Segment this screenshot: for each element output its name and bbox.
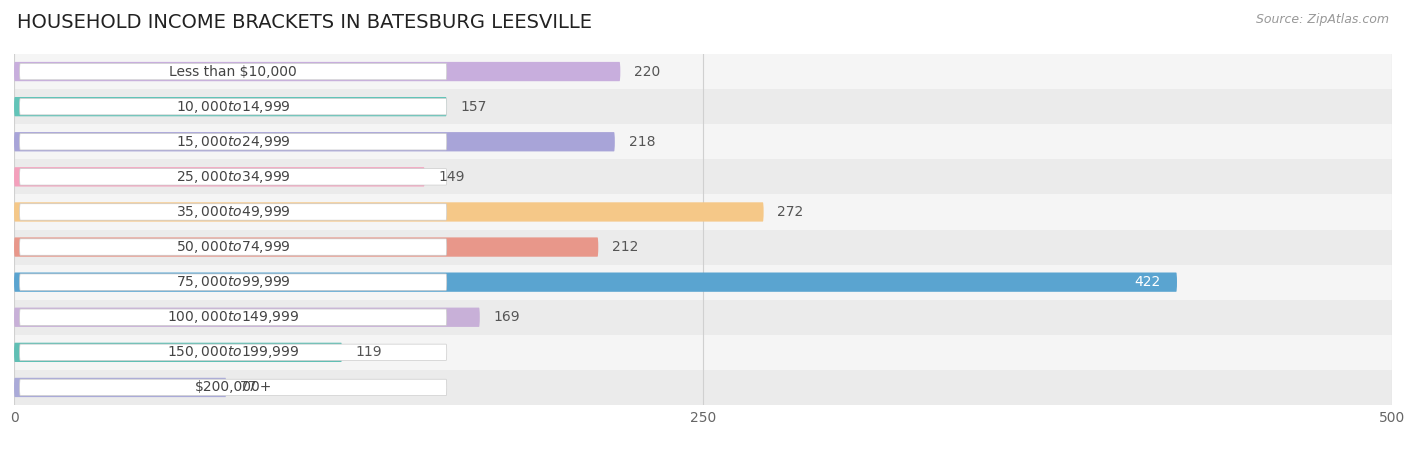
Text: 169: 169	[494, 310, 520, 324]
Bar	[14, 230, 1392, 265]
FancyBboxPatch shape	[14, 273, 1177, 292]
Text: 218: 218	[628, 135, 655, 149]
Text: Less than $10,000: Less than $10,000	[169, 64, 297, 79]
Text: 272: 272	[778, 205, 804, 219]
FancyBboxPatch shape	[14, 62, 620, 81]
FancyBboxPatch shape	[20, 344, 447, 360]
Text: 212: 212	[612, 240, 638, 254]
Text: HOUSEHOLD INCOME BRACKETS IN BATESBURG LEESVILLE: HOUSEHOLD INCOME BRACKETS IN BATESBURG L…	[17, 14, 592, 32]
FancyBboxPatch shape	[14, 378, 226, 397]
Text: $15,000 to $24,999: $15,000 to $24,999	[176, 134, 291, 150]
FancyBboxPatch shape	[20, 309, 447, 325]
Text: $10,000 to $14,999: $10,000 to $14,999	[176, 99, 291, 115]
FancyBboxPatch shape	[14, 97, 447, 116]
FancyBboxPatch shape	[20, 134, 447, 150]
Bar	[14, 124, 1392, 159]
Text: $50,000 to $74,999: $50,000 to $74,999	[176, 239, 291, 255]
Text: Source: ZipAtlas.com: Source: ZipAtlas.com	[1256, 14, 1389, 27]
Text: $100,000 to $149,999: $100,000 to $149,999	[167, 309, 299, 325]
Text: $25,000 to $34,999: $25,000 to $34,999	[176, 169, 291, 185]
Text: 422: 422	[1135, 275, 1160, 289]
Text: 149: 149	[439, 170, 465, 184]
Text: 220: 220	[634, 64, 661, 79]
Text: $200,000+: $200,000+	[194, 380, 271, 395]
FancyBboxPatch shape	[14, 343, 342, 362]
FancyBboxPatch shape	[20, 99, 447, 115]
Bar	[14, 265, 1392, 300]
Text: 157: 157	[461, 99, 486, 114]
FancyBboxPatch shape	[20, 63, 447, 80]
FancyBboxPatch shape	[20, 204, 447, 220]
FancyBboxPatch shape	[20, 274, 447, 290]
Text: 119: 119	[356, 345, 382, 360]
Bar	[14, 370, 1392, 405]
Text: $150,000 to $199,999: $150,000 to $199,999	[167, 344, 299, 360]
Bar	[14, 54, 1392, 89]
Bar	[14, 300, 1392, 335]
Text: 77: 77	[240, 380, 257, 395]
FancyBboxPatch shape	[14, 308, 479, 327]
FancyBboxPatch shape	[14, 167, 425, 186]
Text: $35,000 to $49,999: $35,000 to $49,999	[176, 204, 291, 220]
FancyBboxPatch shape	[20, 239, 447, 255]
FancyBboxPatch shape	[20, 169, 447, 185]
Bar	[14, 89, 1392, 124]
Bar	[14, 159, 1392, 194]
FancyBboxPatch shape	[14, 132, 614, 151]
FancyBboxPatch shape	[14, 238, 599, 256]
Text: $75,000 to $99,999: $75,000 to $99,999	[176, 274, 291, 290]
FancyBboxPatch shape	[20, 379, 447, 396]
FancyBboxPatch shape	[14, 202, 763, 221]
Bar	[14, 335, 1392, 370]
Bar	[14, 194, 1392, 230]
